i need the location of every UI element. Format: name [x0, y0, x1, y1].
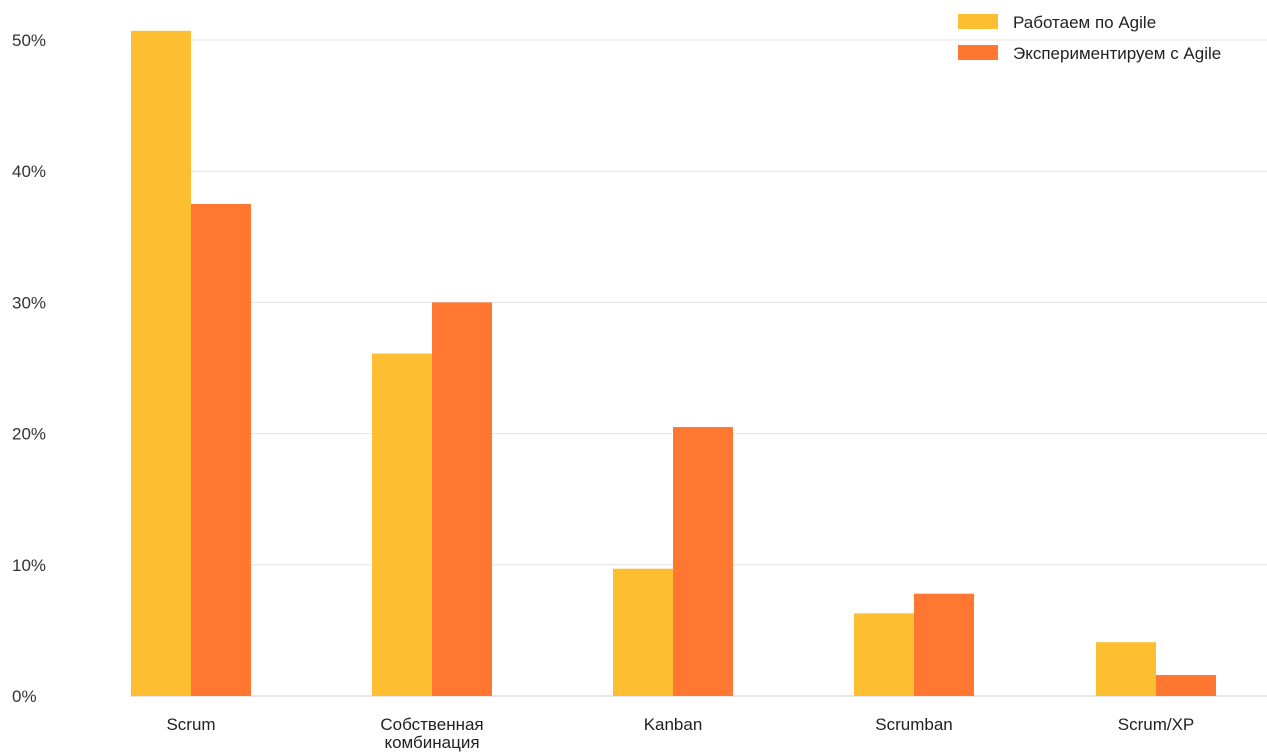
x-category-label: Scrumban: [875, 715, 952, 734]
bar-agile-0: [131, 30, 191, 697]
bar-experiment-3: [914, 593, 974, 696]
x-category-label-line: Собственная: [380, 715, 483, 734]
y-axis-tick-labels: 0% 10% 20% 30% 40% 50%: [12, 31, 46, 706]
y-tick-label: 20%: [12, 425, 46, 444]
legend: Работаем по Agile Экспериментируем с Agil…: [958, 13, 1221, 63]
x-category-label-line: комбинация: [384, 733, 479, 752]
bar-agile-4: [1096, 642, 1156, 696]
y-tick-label: 30%: [12, 293, 46, 312]
legend-swatch-0: [958, 14, 998, 29]
x-category-label-line: Kanban: [644, 715, 703, 734]
x-category-label-line: Scrum: [166, 715, 215, 734]
legend-label-0: Работаем по Agile: [1013, 13, 1156, 32]
bars: [131, 30, 1216, 697]
bar-agile-2: [613, 568, 673, 696]
y-tick-label: 50%: [12, 31, 46, 50]
bar-agile-3: [854, 613, 914, 696]
x-axis-category-labels: Scrum Собственная комбинация Kanban Scrumban…: [166, 715, 1194, 752]
x-category-label: Собственная комбинация: [380, 715, 483, 752]
x-category-label: Kanban: [644, 715, 703, 734]
x-category-label: Scrum/XP: [1118, 715, 1195, 734]
x-category-label-line: Scrumban: [875, 715, 952, 734]
bar-experiment-4: [1156, 675, 1216, 696]
bar-experiment-1: [432, 302, 492, 696]
x-category-label: Scrum: [166, 715, 215, 734]
y-tick-label: 10%: [12, 556, 46, 575]
bar-experiment-2: [673, 427, 733, 696]
legend-label-1: Экспериментируем с Agile: [1013, 44, 1221, 63]
y-tick-label: 0%: [12, 687, 37, 706]
x-category-label-line: Scrum/XP: [1118, 715, 1195, 734]
legend-swatch-1: [958, 45, 998, 60]
bar-agile-1: [372, 353, 432, 696]
bar-experiment-0: [191, 204, 251, 696]
y-tick-label: 40%: [12, 162, 46, 181]
